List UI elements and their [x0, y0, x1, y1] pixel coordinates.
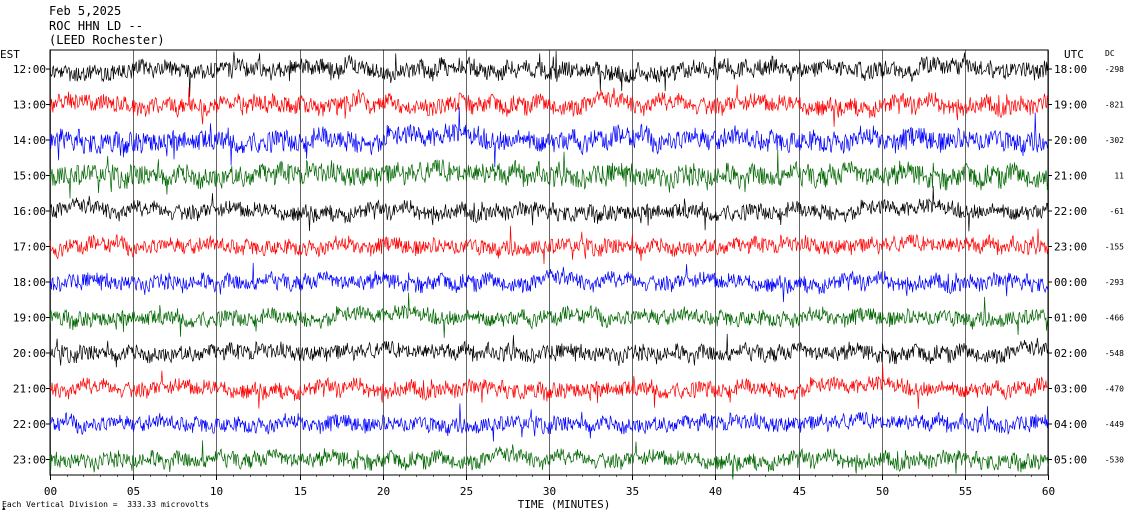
- est-hour-label: 13:00: [13, 99, 46, 112]
- utc-hour-label: 18:00: [1054, 63, 1087, 76]
- plot-frame: [49, 49, 1049, 476]
- trace-line: [49, 149, 1049, 199]
- trace-line: [49, 292, 1049, 338]
- date-label: Feb 5,2025: [49, 4, 122, 18]
- footer-icon: ▴: [2, 504, 6, 512]
- trace-line: [49, 84, 1049, 127]
- trace-line: [49, 186, 1049, 232]
- dc-offset-label: -449: [1105, 420, 1124, 429]
- est-hour-label: 14:00: [13, 134, 46, 147]
- utc-hour-label: 02:00: [1054, 347, 1087, 360]
- x-tick-label: 45: [793, 485, 806, 498]
- trace-line: [49, 333, 1049, 368]
- est-hour-label: 20:00: [13, 347, 46, 360]
- location-label: (LEED Rochester): [49, 33, 165, 47]
- x-tick-label: 25: [460, 485, 473, 498]
- est-hour-label: 19:00: [13, 312, 46, 325]
- station-label: ROC HHN LD --: [49, 19, 143, 33]
- est-hour-label: 18:00: [13, 276, 46, 289]
- dc-offset-label: -821: [1105, 101, 1124, 110]
- dc-offset-label: -298: [1105, 65, 1124, 74]
- est-hour-label: 16:00: [13, 205, 46, 218]
- x-tick-label: 60: [1042, 485, 1055, 498]
- est-hour-label: 17:00: [13, 241, 46, 254]
- utc-hour-label: 23:00: [1054, 241, 1087, 254]
- utc-hour-label: 19:00: [1054, 99, 1087, 112]
- trace-line: [49, 225, 1049, 265]
- x-tick-label: 30: [543, 485, 556, 498]
- est-hour-label: 22:00: [13, 418, 46, 431]
- dc-offset-label: -548: [1105, 349, 1124, 358]
- utc-axis-label: UTC: [1064, 48, 1084, 61]
- dc-offset-label: -470: [1105, 385, 1124, 394]
- x-tick-label: 05: [127, 485, 140, 498]
- utc-hour-label: 00:00: [1054, 276, 1087, 289]
- est-axis-label: EST: [0, 48, 20, 61]
- dc-offset-label: 11: [1114, 172, 1124, 181]
- x-tick-label: 35: [626, 485, 639, 498]
- utc-hour-label: 20:00: [1054, 134, 1087, 147]
- utc-hour-label: 01:00: [1054, 312, 1087, 325]
- utc-hour-label: 03:00: [1054, 383, 1087, 396]
- trace-line: [49, 106, 1049, 168]
- utc-hour-label: 22:00: [1054, 205, 1087, 218]
- dc-column-label: DC: [1105, 49, 1115, 58]
- est-hour-label: 21:00: [13, 383, 46, 396]
- x-tick-label: 10: [210, 485, 223, 498]
- dc-offset-label: -530: [1105, 456, 1124, 465]
- trace-line: [49, 403, 1049, 442]
- trace-line: [49, 440, 1049, 480]
- x-tick-label: 50: [876, 485, 889, 498]
- x-tick-label: 40: [709, 485, 722, 498]
- x-tick-label: 15: [294, 485, 307, 498]
- utc-hour-label: 04:00: [1054, 418, 1087, 431]
- footer-note: Each Vertical Division = 333.33 microvol…: [2, 500, 210, 509]
- est-hour-label: 23:00: [13, 454, 46, 467]
- dc-offset-label: -302: [1105, 136, 1124, 145]
- utc-hour-label: 05:00: [1054, 454, 1087, 467]
- x-tick-label: 20: [377, 485, 390, 498]
- x-tick-label: 55: [959, 485, 972, 498]
- utc-hour-label: 21:00: [1054, 170, 1087, 183]
- est-hour-label: 15:00: [13, 170, 46, 183]
- dc-offset-label: -293: [1105, 278, 1124, 287]
- trace-line: [49, 262, 1049, 303]
- trace-line: [49, 50, 1049, 97]
- dc-offset-label: -61: [1110, 207, 1125, 216]
- x-axis-label: TIME (MINUTES): [518, 498, 611, 511]
- dc-offset-label: -466: [1105, 314, 1124, 323]
- est-hour-label: 12:00: [13, 63, 46, 76]
- dc-offset-label: -155: [1105, 243, 1124, 252]
- x-tick-label: 00: [44, 485, 57, 498]
- trace-line: [49, 363, 1049, 409]
